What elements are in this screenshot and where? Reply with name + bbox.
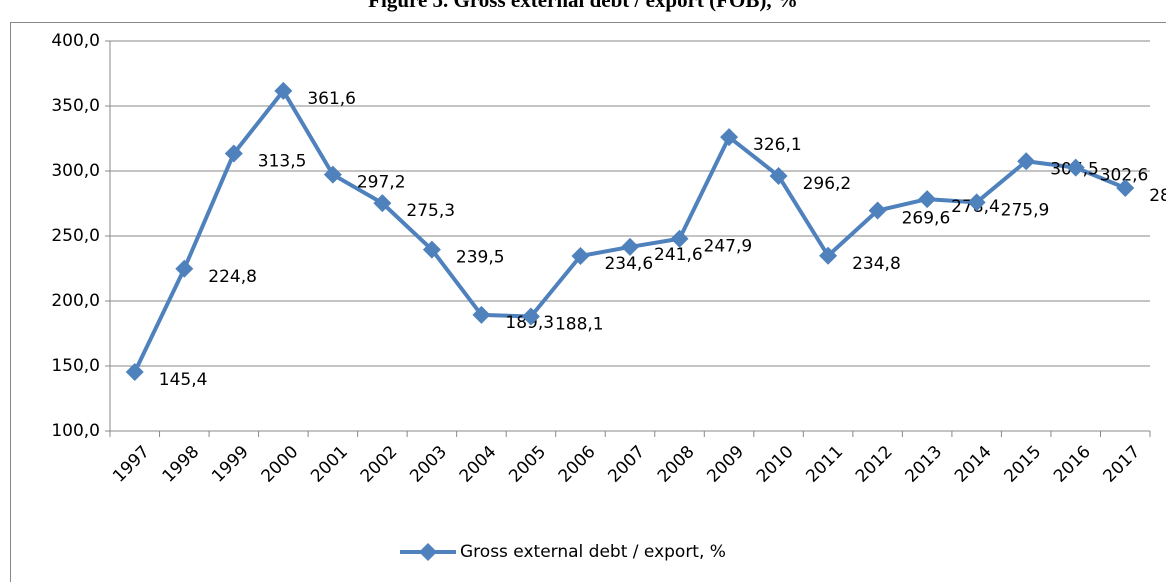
marker bbox=[868, 201, 887, 220]
marker bbox=[323, 165, 342, 184]
data-label: 286,9 bbox=[1149, 186, 1166, 206]
marker bbox=[472, 305, 491, 324]
data-label: 188,1 bbox=[555, 314, 604, 334]
data-label: 296,2 bbox=[803, 174, 852, 194]
marker bbox=[1116, 179, 1135, 198]
data-label: 326,1 bbox=[753, 135, 802, 155]
data-label: 269,6 bbox=[902, 209, 951, 229]
y-tick-label: 300,0 bbox=[51, 161, 100, 181]
y-tick-label: 100,0 bbox=[51, 421, 100, 441]
marker bbox=[175, 259, 194, 278]
y-tick-label: 350,0 bbox=[51, 96, 100, 116]
y-tick-label: 150,0 bbox=[51, 356, 100, 376]
data-label: 297,2 bbox=[357, 173, 406, 193]
marker bbox=[125, 362, 144, 381]
data-label: 247,9 bbox=[704, 237, 753, 257]
legend-label: Gross external debt / export, % bbox=[460, 542, 726, 562]
marker bbox=[967, 193, 986, 212]
data-label: 275,3 bbox=[406, 201, 455, 221]
chart-title: Figure 5. Gross external debt / export (… bbox=[368, 0, 798, 12]
data-label: 275,9 bbox=[1001, 200, 1050, 220]
marker bbox=[571, 247, 590, 266]
marker bbox=[819, 246, 838, 265]
data-label: 234,6 bbox=[604, 254, 653, 274]
marker bbox=[621, 237, 639, 256]
data-label: 313,5 bbox=[258, 151, 307, 171]
data-label: 224,8 bbox=[208, 267, 257, 287]
marker bbox=[422, 240, 441, 259]
data-label: 361,6 bbox=[307, 89, 356, 109]
data-label: 302,6 bbox=[1100, 166, 1149, 186]
y-tick-label: 400,0 bbox=[51, 31, 100, 51]
chart-border bbox=[10, 22, 1166, 582]
marker bbox=[521, 307, 540, 326]
marker bbox=[373, 194, 392, 213]
marker bbox=[720, 128, 739, 147]
marker bbox=[670, 229, 689, 248]
marker bbox=[1066, 158, 1085, 177]
marker bbox=[769, 166, 788, 185]
data-label: 234,8 bbox=[852, 254, 901, 274]
data-label: 145,4 bbox=[159, 370, 208, 390]
y-tick-label: 200,0 bbox=[51, 291, 100, 311]
marker bbox=[918, 190, 937, 209]
marker bbox=[1017, 152, 1036, 171]
legend-marker bbox=[419, 543, 437, 561]
data-label: 241,6 bbox=[654, 245, 703, 265]
data-label: 239,5 bbox=[456, 248, 505, 268]
y-tick-label: 250,0 bbox=[51, 226, 100, 246]
marker bbox=[274, 81, 293, 100]
marker bbox=[224, 144, 243, 163]
